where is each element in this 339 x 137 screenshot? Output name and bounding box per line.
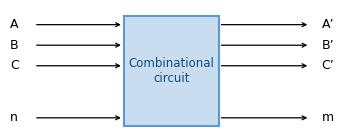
Text: C’: C’ <box>321 59 334 72</box>
Text: C: C <box>10 59 19 72</box>
Text: Combinational
circuit: Combinational circuit <box>128 57 214 85</box>
Text: B’: B’ <box>321 39 334 52</box>
Text: n: n <box>10 111 18 124</box>
Text: m: m <box>322 111 334 124</box>
Text: A: A <box>10 18 19 31</box>
Text: A’: A’ <box>321 18 334 31</box>
FancyBboxPatch shape <box>124 16 219 126</box>
Text: B: B <box>10 39 19 52</box>
